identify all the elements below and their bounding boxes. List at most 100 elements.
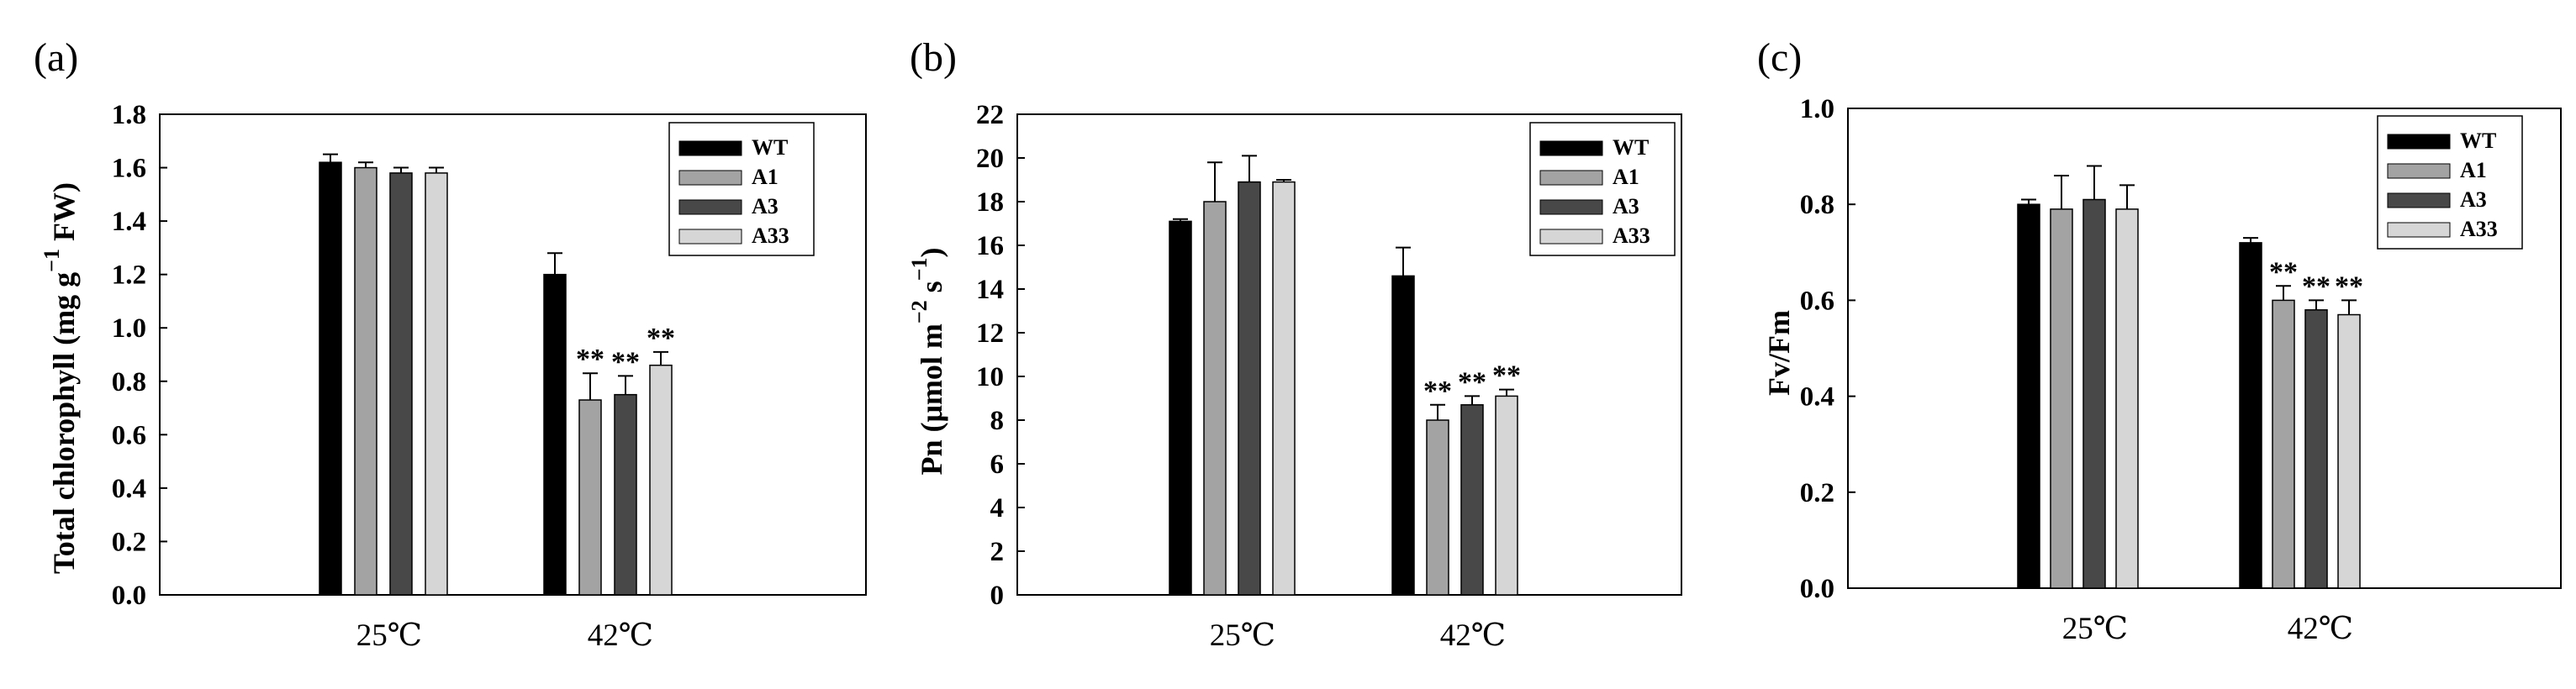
panel-a-ytick-label: 0.8 [112,367,146,397]
panel-a-ytick-label: 1.0 [112,313,146,344]
panel-c-legend-label: WT [2460,129,2496,153]
panel-b-bar-wt [1169,220,1192,596]
panel-c-sig-label: ** [2269,256,2298,287]
panel-a-legend-label: A1 [752,165,779,189]
panel-a-bar-a33 [649,364,673,596]
panel-a-bar-a33 [425,172,448,596]
panel-a-bar-a1 [578,399,602,596]
panel-a-sig-label: ** [576,344,604,375]
panel-b-ytick-label: 0 [990,581,1005,611]
panel-c-legend-swatch-a3 [2387,192,2451,208]
panel-b-legend-label: A3 [1613,194,1639,218]
panel-b-category-label: 42℃ [1440,618,1506,653]
panel-b-category-label: 25℃ [1210,618,1275,653]
panel-c-bar-wt [2239,242,2262,589]
panel-c-ylabel: Fv/Fm [1762,310,1796,396]
panel-a-letter: (a) [34,35,78,80]
panel-a-ytick-label: 1.2 [112,260,146,291]
panel-b-ytick-label: 22 [976,100,1004,130]
panel-c-bar-wt [2017,203,2040,589]
panel-b-bar-a3 [1460,404,1484,596]
panel-a-legend-swatch-a1 [678,170,742,186]
panel-b-ytick-label: 18 [976,187,1004,218]
panel-c-bar-a3 [2082,198,2106,589]
panel-b-bar-a1 [1426,419,1449,596]
panel-a-category-label: 25℃ [356,618,422,653]
panel-c-ylabel-group: Fv/Fm [1762,310,1796,396]
panel-a-category-label: 42℃ [588,618,653,653]
panel-c-bar-a3 [2304,309,2328,589]
panel-a-ylabel-group: Total chlorophyll (mg g−1 FW) [40,182,81,574]
panel-c-bar-a33 [2337,313,2361,589]
panel-b-ytick-label: 8 [990,406,1005,436]
panel-b-bar-a3 [1238,181,1261,596]
panel-b-ytick-label: 14 [976,275,1004,305]
panel-b-ytick-label: 12 [976,318,1004,349]
panel-c-ytick-label: 0.6 [1800,286,1834,316]
panel-b-bar-a33 [1495,395,1518,596]
panel-c-legend-swatch-wt [2387,134,2451,150]
panel-a-ytick-label: 1.8 [112,100,146,130]
panel-b-legend-swatch-a3 [1539,199,1603,215]
panel-c-legend-label: A3 [2460,187,2487,212]
panel-b-legend-swatch-a1 [1539,170,1603,186]
panel-a-sig-label: ** [647,323,675,354]
panel-b-sig-label: ** [1423,376,1452,407]
panel-a-legend-label: A3 [752,194,779,218]
panel-b-frame [1016,113,1682,596]
panel-a-bar-a3 [614,393,637,596]
panel-b-legend-label: A1 [1613,165,1639,189]
plots-layer: 0.00.20.40.60.81.01.21.41.61.8** ****25℃ 4… [112,94,2562,653]
panel-a-frame [159,113,867,596]
panel-a-legend-label: A33 [752,224,789,248]
panel-b-ylabel-group: Pn (μmol m−2 s−1) [907,247,948,475]
panel-c-letter: (c) [1757,35,1802,80]
panel-b-legend-swatch-wt [1539,140,1603,156]
panel-b-ytick-label: 2 [990,537,1005,567]
panel-a-ytick-label: 1.6 [112,154,146,184]
panel-b-legend-label: WT [1613,135,1649,160]
panel-c-ytick-label: 0.0 [1800,574,1834,604]
panel-c-sig-label: ** [2335,271,2363,302]
panel-a-ytick-label: 0.6 [112,420,146,450]
panel-a-legend-swatch-a3 [678,199,742,215]
panel-a-bar-a3 [389,172,413,596]
panel-a-bar-wt [543,273,567,596]
panel-a-legend-label: WT [752,135,788,160]
panel-b-ytick-label: 4 [990,493,1005,523]
panel-a-legend-swatch-wt [678,140,742,156]
panel-b-sig-label: ** [1492,360,1521,392]
panel-b-ytick-label: 10 [976,362,1004,392]
panel-a-ytick-label: 0.4 [112,474,146,504]
panel-c-bar-a1 [2050,208,2073,589]
panel-b-bar-wt [1391,275,1415,596]
panel-c-ytick-label: 0.4 [1800,382,1834,413]
panel-c-bar-a33 [2115,208,2139,589]
panel-b-bar-a33 [1272,181,1296,596]
panel-a-bar-wt [319,161,342,596]
panel-c-ytick-label: 0.8 [1800,190,1834,220]
panel-b-legend-swatch-a33 [1539,229,1603,245]
panel-c-sig-label: ** [2302,271,2331,302]
panel-a-ytick-label: 0.0 [112,581,146,611]
panel-b-letter: (b) [910,35,957,80]
panel-a-bar-a1 [354,166,377,596]
panel-b-ytick-label: 6 [990,450,1005,480]
panel-b-legend-label: A33 [1613,224,1650,248]
panel-a-ylabel: Total chlorophyll (mg g−1 FW) [40,182,81,574]
panel-b-bar-a1 [1203,201,1227,596]
panel-c-legend-swatch-a33 [2387,222,2451,238]
panel-c-legend-label: A33 [2460,217,2498,241]
panel-b-sig-label: ** [1458,366,1486,397]
panel-a-sig-label: ** [611,346,640,377]
panel-b-ylabel: Pn (μmol m−2 s−1) [907,247,948,475]
panel-b-ytick-label: 16 [976,231,1004,261]
panel-c-bar-a1 [2272,299,2295,589]
panel-c-category-label: 25℃ [2062,612,2128,646]
panel-c-category-label: 42℃ [2288,612,2353,646]
panel-a-ytick-label: 0.2 [112,527,146,557]
panel-a-legend-swatch-a33 [678,229,742,245]
panel-c-legend-label: A1 [2460,158,2487,182]
panel-c-ytick-label: 1.0 [1800,94,1834,124]
